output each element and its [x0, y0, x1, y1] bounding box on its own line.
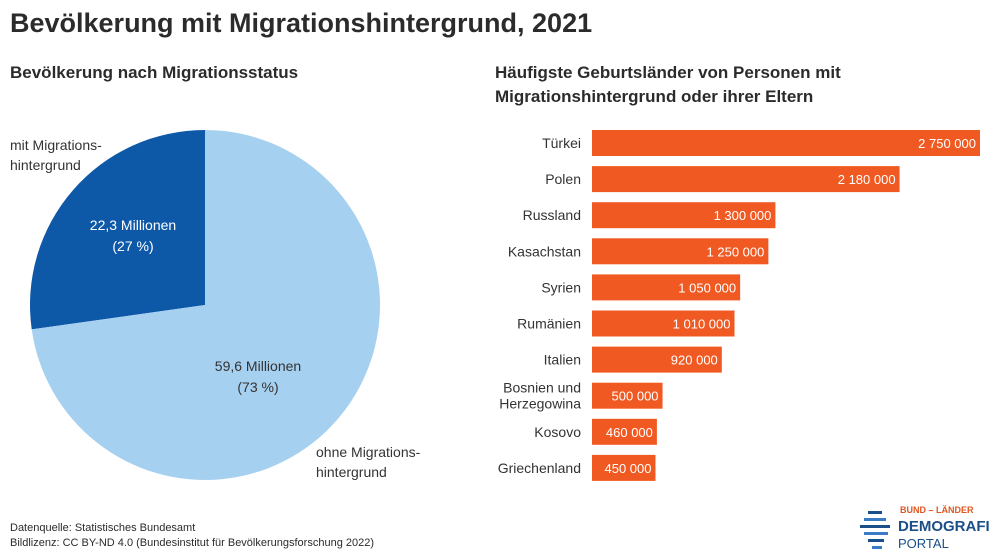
- bar-category-label: Kosovo: [534, 424, 581, 440]
- bar-value-label: 460 000: [606, 425, 653, 440]
- page-title: Bevölkerung mit Migrationshintergrund, 2…: [10, 8, 593, 38]
- footer: Datenquelle: Statistisches Bundesamt Bil…: [10, 521, 374, 551]
- bar-chart-title-line2: Migrationshintergrund oder ihrer Eltern: [495, 87, 814, 106]
- bar-7: [592, 346, 722, 373]
- bar-1: [592, 130, 980, 156]
- bar-category-label: Italien: [544, 352, 581, 368]
- bar-category-label: Russland: [523, 207, 581, 223]
- bar-category-label-line: Russland: [523, 207, 581, 223]
- bar-category-label-line: Bosnien und: [503, 380, 581, 396]
- bar-category-label: Türkei: [542, 135, 581, 151]
- bar-category-label: Kasachstan: [508, 243, 581, 259]
- bar-10: [592, 454, 656, 481]
- pie-category-label-1-line: mit Migrations-: [10, 137, 102, 153]
- bar-category-label: Polen: [545, 171, 581, 187]
- data-source: Datenquelle: Statistisches Bundesamt: [10, 522, 196, 534]
- bar-category-label-line: Rumänien: [517, 316, 581, 332]
- pie-category-label-2-line: ohne Migrations-: [316, 444, 421, 460]
- logo-text-middle: DEMOGRAFIE: [898, 518, 990, 535]
- bar-category-label-line: Polen: [545, 171, 581, 187]
- bar-4: [592, 238, 769, 265]
- bar-value-label: 2 750 000: [918, 136, 976, 151]
- logo-mark-icon: [860, 511, 890, 549]
- pie-category-label-2: ohne Migrations-hintergrund: [316, 444, 421, 480]
- pie-category-label-1: mit Migrations-hintergrund: [10, 137, 102, 173]
- logo-text-top: BUND – LÄNDER: [900, 505, 974, 515]
- pie-category-label-1-line: hintergrund: [10, 157, 81, 173]
- image-license: Bildlizenz: CC BY-ND 4.0 (Bundesinstitut…: [10, 537, 374, 549]
- bar-9: [592, 418, 657, 445]
- bar-category-label-line: Türkei: [542, 135, 581, 151]
- bar-category-label-line: Italien: [544, 352, 581, 368]
- bar-category-label-line: Herzegowina: [499, 396, 581, 412]
- bar-category-label: Griechenland: [498, 460, 581, 476]
- bar-2: [592, 166, 900, 193]
- pie-slice-2: [31, 130, 381, 481]
- bar-value-label: 1 050 000: [678, 280, 736, 295]
- bar-category-label-line: Kasachstan: [508, 243, 581, 259]
- pie-chart-title: Bevölkerung nach Migrationsstatus: [10, 63, 299, 82]
- pie-value-label-1-line: (27 %): [112, 238, 153, 254]
- demografie-portal-logo: BUND – LÄNDER DEMOGRAFIE PORTAL: [860, 505, 990, 555]
- logo-text-bottom: PORTAL: [898, 536, 949, 551]
- bar-chart-title-line1: Häufigste Geburtsländer von Personen mit: [495, 63, 841, 82]
- bar-value-label: 500 000: [612, 389, 659, 404]
- bar-category-label: Rumänien: [517, 316, 581, 332]
- pie-value-label-2-line: (73 %): [237, 379, 278, 395]
- bar-category-label-line: Griechenland: [498, 460, 581, 476]
- bar-5: [592, 274, 741, 301]
- bar-value-label: 1 010 000: [673, 317, 731, 332]
- bar-value-label: 1 300 000: [714, 208, 772, 223]
- bar-8: [592, 382, 663, 409]
- bar-value-label: 450 000: [604, 461, 651, 476]
- bar-value-label: 920 000: [671, 353, 718, 368]
- bar-category-label: Syrien: [541, 279, 581, 295]
- pie-value-label-2: 59,6 Millionen (73 %): [215, 358, 301, 395]
- bar-value-label: 2 180 000: [838, 172, 896, 187]
- pie-value-label-2-line: 59,6 Millionen: [215, 358, 301, 374]
- pie-value-label-1-line: 22,3 Millionen: [90, 217, 176, 233]
- bar-category-label-line: Syrien: [541, 279, 581, 295]
- pie-slice-1: [30, 130, 206, 330]
- bar-category-label: Bosnien und Herzegowina: [499, 380, 581, 412]
- pie-category-label-2-line: hintergrund: [316, 464, 387, 480]
- bar-chart: 2 750 000 Türkei 2 180 000 Polen 1 300 000 Ru…: [498, 130, 980, 481]
- bar-chart-title: Häufigste Geburtsländer von Personen mit…: [495, 61, 915, 109]
- bar-6: [592, 310, 735, 337]
- bar-category-label-line: Kosovo: [534, 424, 581, 440]
- bar-value-label: 1 250 000: [707, 244, 765, 259]
- bar-3: [592, 202, 776, 229]
- pie-value-label-1: 22,3 Millionen (27 %): [90, 217, 176, 254]
- pie-chart: 22,3 Millionen (27 %) 59,6 Millionen (73 %)…: [10, 130, 421, 481]
